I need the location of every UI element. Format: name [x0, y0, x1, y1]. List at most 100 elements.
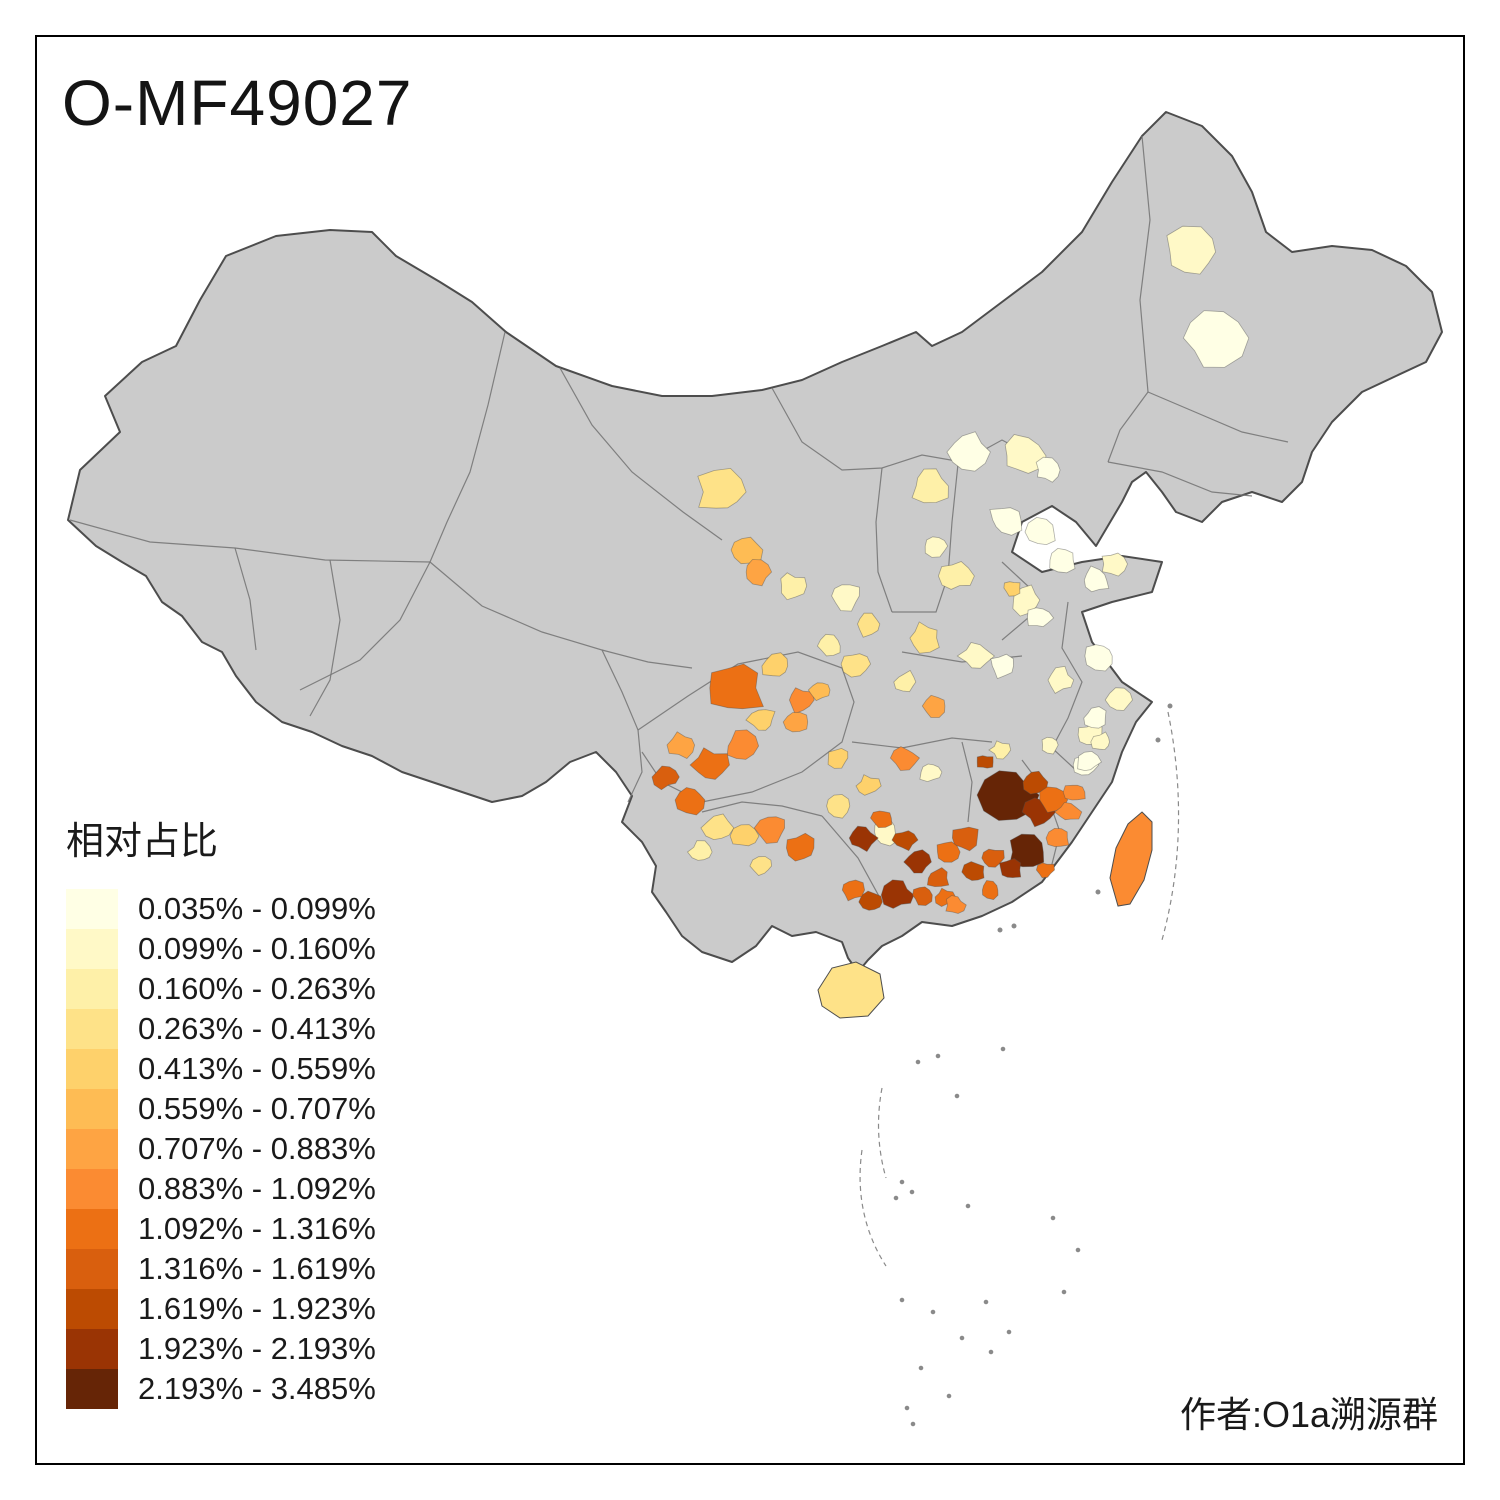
map-region: [788, 687, 815, 715]
south-china-sea-islands-shape: [946, 1393, 952, 1399]
south-china-sea-islands-shape: [1161, 711, 1180, 941]
map-region: [946, 431, 991, 472]
south-china-sea-islands-shape: [893, 1195, 899, 1201]
legend-swatch: [66, 1209, 118, 1249]
south-china-sea-islands-shape: [1050, 1215, 1056, 1221]
map-region: [912, 886, 933, 906]
map-region: [956, 642, 996, 669]
province-borders-shape: [1107, 461, 1253, 497]
legend-row: 1.619% - 1.923%: [66, 1289, 376, 1329]
legend-rows: 0.035% - 0.099% 0.099% - 0.160% 0.160% - 0…: [66, 889, 376, 1409]
map-region: [909, 621, 940, 654]
legend-row: 1.316% - 1.619%: [66, 1249, 376, 1289]
map-region: [729, 824, 760, 847]
legend-row: 0.099% - 0.160%: [66, 929, 376, 969]
map-region: [981, 848, 1005, 868]
legend: 相对占比 0.035% - 0.099% 0.099% - 0.160% 0.160…: [66, 810, 376, 1409]
map-region: [745, 559, 773, 587]
south-china-sea-islands-shape: [904, 1405, 910, 1411]
province-borders-shape: [299, 561, 431, 691]
map-region: [697, 467, 747, 509]
map-region: [1182, 310, 1250, 368]
map-region: [990, 653, 1014, 680]
legend-label: 1.316% - 1.619%: [138, 1251, 376, 1286]
map-region: [782, 711, 809, 733]
map-region: [785, 832, 815, 862]
province-borders-shape: [875, 467, 893, 613]
map-region: [848, 825, 879, 853]
map-region: [936, 841, 961, 863]
map-region: [1077, 750, 1103, 772]
map-region: [1009, 833, 1045, 868]
province-borders-shape: [309, 559, 341, 717]
legend-swatch: [66, 1249, 118, 1289]
map-region: [889, 746, 921, 771]
legend-label: 0.559% - 0.707%: [138, 1091, 376, 1126]
legend-row: 0.035% - 0.099%: [66, 889, 376, 929]
south-china-sea-islands-shape: [1006, 1329, 1012, 1335]
map-region: [709, 663, 764, 710]
map-region: [976, 755, 994, 769]
legend-row: 0.263% - 0.413%: [66, 1009, 376, 1049]
attribution: 作者:O1a溯源群: [1179, 1394, 1438, 1435]
south-china-sea-islands-shape: [983, 1299, 989, 1305]
map-region: [989, 507, 1023, 536]
south-china-sea-islands-shape: [1011, 923, 1017, 929]
map-region: [1084, 644, 1113, 672]
map-region: [826, 794, 851, 819]
map-region: [855, 774, 882, 796]
south-china-sea-islands-shape: [1000, 1046, 1006, 1052]
south-china-sea-islands-shape: [918, 1365, 924, 1371]
province-borders-shape: [429, 331, 506, 563]
map-region: [780, 572, 808, 601]
legend-swatch: [66, 1089, 118, 1129]
legend-swatch: [66, 1289, 118, 1329]
south-china-sea-islands-shape: [997, 927, 1003, 933]
legend-row: 1.923% - 2.193%: [66, 1329, 376, 1369]
map-region: [1101, 552, 1128, 577]
province-borders-shape: [559, 367, 723, 541]
map-region: [674, 787, 706, 816]
map-region: [1004, 434, 1047, 474]
legend-label: 0.099% - 0.160%: [138, 931, 376, 966]
map-region: [945, 895, 967, 914]
map-region: [891, 830, 919, 852]
map-region: [1003, 581, 1021, 597]
province-borders-shape: [961, 741, 973, 823]
map-region: [831, 584, 860, 612]
map-region: [1166, 225, 1217, 275]
map-region: [1035, 862, 1055, 879]
map-region: [1062, 784, 1086, 801]
legend-swatch: [66, 1169, 118, 1209]
south-china-sea-islands-shape: [899, 1297, 905, 1303]
south-china-sea-islands-shape: [899, 1179, 905, 1185]
south-china-sea-islands-shape: [909, 1189, 915, 1195]
map-region: [1041, 736, 1059, 755]
legend-label: 2.193% - 3.485%: [138, 1371, 376, 1406]
hainan-island: [817, 961, 885, 1019]
map-region: [840, 653, 872, 678]
map-region: [749, 856, 773, 876]
legend-row: 0.413% - 0.559%: [66, 1049, 376, 1089]
map-region: [807, 682, 831, 702]
map-region: [761, 652, 789, 677]
south-china-sea-islands-shape: [1075, 1247, 1081, 1253]
legend-row: 0.160% - 0.263%: [66, 969, 376, 1009]
map-region: [951, 826, 979, 852]
map-region: [1035, 456, 1061, 483]
legend-label: 1.619% - 1.923%: [138, 1291, 376, 1326]
map-region: [961, 861, 985, 881]
legend-label: 0.707% - 0.883%: [138, 1131, 376, 1166]
legend-row: 1.092% - 1.316%: [66, 1209, 376, 1249]
south-china-sea-islands-shape: [988, 1349, 994, 1355]
south-china-sea-islands-shape: [935, 1053, 941, 1059]
map-region: [1026, 607, 1055, 628]
map-region: [726, 729, 760, 760]
legend-swatch: [66, 889, 118, 929]
map-region: [1083, 565, 1110, 593]
south-china-sea-islands-shape: [1095, 889, 1101, 895]
legend-row: 2.193% - 3.485%: [66, 1369, 376, 1409]
province-borders-shape: [1147, 391, 1289, 443]
